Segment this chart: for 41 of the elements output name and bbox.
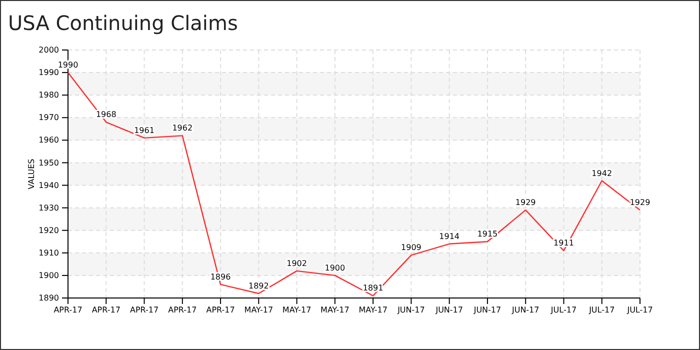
data-label: 1961 (134, 126, 154, 135)
y-tick-label: 1970 (38, 113, 59, 122)
y-tick-label: 1890 (38, 294, 59, 303)
data-label: 1900 (324, 263, 346, 272)
x-tick-label: JUN-17 (396, 306, 425, 315)
x-tick-label: JUN-17 (434, 306, 463, 315)
data-label: 1915 (477, 230, 498, 239)
x-tick-label: APR-17 (168, 306, 197, 315)
x-tick-label: APR-17 (130, 306, 159, 315)
x-tick-label: MAY-17 (244, 306, 274, 315)
y-tick-label: 1910 (38, 248, 59, 258)
data-label: 1929 (515, 198, 536, 208)
y-tick-label: 1940 (38, 180, 59, 190)
x-tick-label: APR-17 (92, 306, 120, 315)
y-tick-label: 1990 (38, 68, 59, 78)
x-tick-label: JUN-17 (472, 306, 502, 315)
data-label: 1909 (401, 243, 422, 252)
data-label: 1914 (439, 232, 460, 241)
x-tick-label: JUL-17 (550, 306, 577, 315)
x-tick-label: MAY-17 (358, 306, 388, 315)
x-tick-label: MAY-17 (282, 306, 312, 315)
data-label: 1962 (172, 124, 193, 133)
data-label: 1942 (592, 168, 612, 178)
y-tick-label: 1950 (38, 158, 59, 168)
x-tick-label: APR-17 (54, 306, 82, 315)
x-tick-label: JUN-17 (510, 306, 540, 315)
data-label: 1892 (248, 281, 269, 290)
data-label: 1929 (630, 198, 650, 208)
x-tick-label: JUL-17 (588, 306, 615, 315)
x-tick-label: JUL-17 (626, 306, 653, 315)
data-label: 1902 (286, 258, 307, 268)
chart-title: USA Continuing Claims (8, 11, 238, 35)
y-tick-label: 1930 (38, 203, 59, 212)
y-tick-label: 1920 (38, 226, 59, 235)
x-tick-label: APR-17 (206, 306, 235, 315)
y-tick-label: 2000 (38, 46, 59, 55)
y-axis-title: VALUES (27, 158, 36, 190)
x-tick-label: MAY-17 (320, 306, 350, 315)
y-tick-label: 1960 (38, 136, 59, 145)
y-tick-label: 1900 (38, 271, 59, 280)
y-tick-label: 1980 (38, 90, 59, 100)
